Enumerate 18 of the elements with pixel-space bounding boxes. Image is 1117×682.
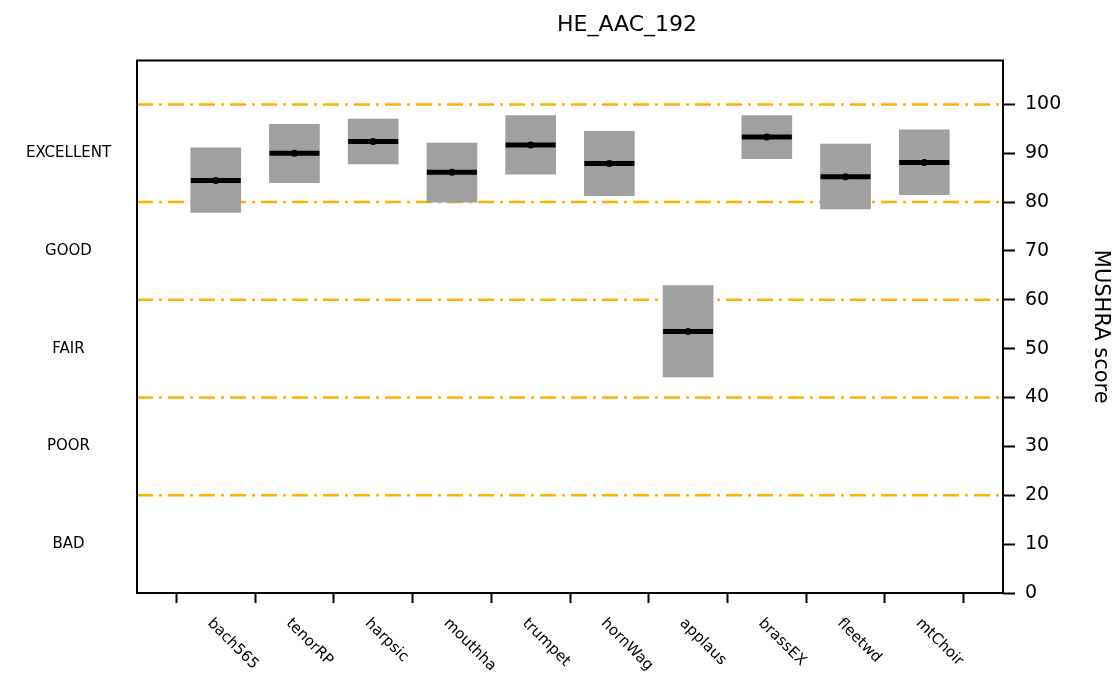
y-axis-title: MUSHRA score <box>1089 249 1114 404</box>
text: BAD <box>52 534 85 553</box>
text: EXCELLENT <box>25 143 112 162</box>
y-tick-label: 30 <box>1025 433 1050 456</box>
y-tick-label: 20 <box>1025 482 1050 505</box>
y-tick-label: 50 <box>1025 335 1050 358</box>
y-tick-label: 10 <box>1025 531 1050 554</box>
y-tick-label: 80 <box>1025 189 1050 212</box>
y-tick-label: 100 <box>1025 91 1062 114</box>
y-tick-label: 60 <box>1025 286 1050 309</box>
y-tick-label: 0 <box>1025 579 1038 602</box>
text: POOR <box>46 436 91 455</box>
chart-title: HE_AAC_192 <box>556 10 698 37</box>
y-tick-label: 40 <box>1025 384 1050 407</box>
text: GOOD <box>45 240 92 259</box>
y-tick-label: 70 <box>1025 237 1050 260</box>
y-tick-label: 90 <box>1025 140 1050 163</box>
text: FAIR <box>52 338 85 357</box>
